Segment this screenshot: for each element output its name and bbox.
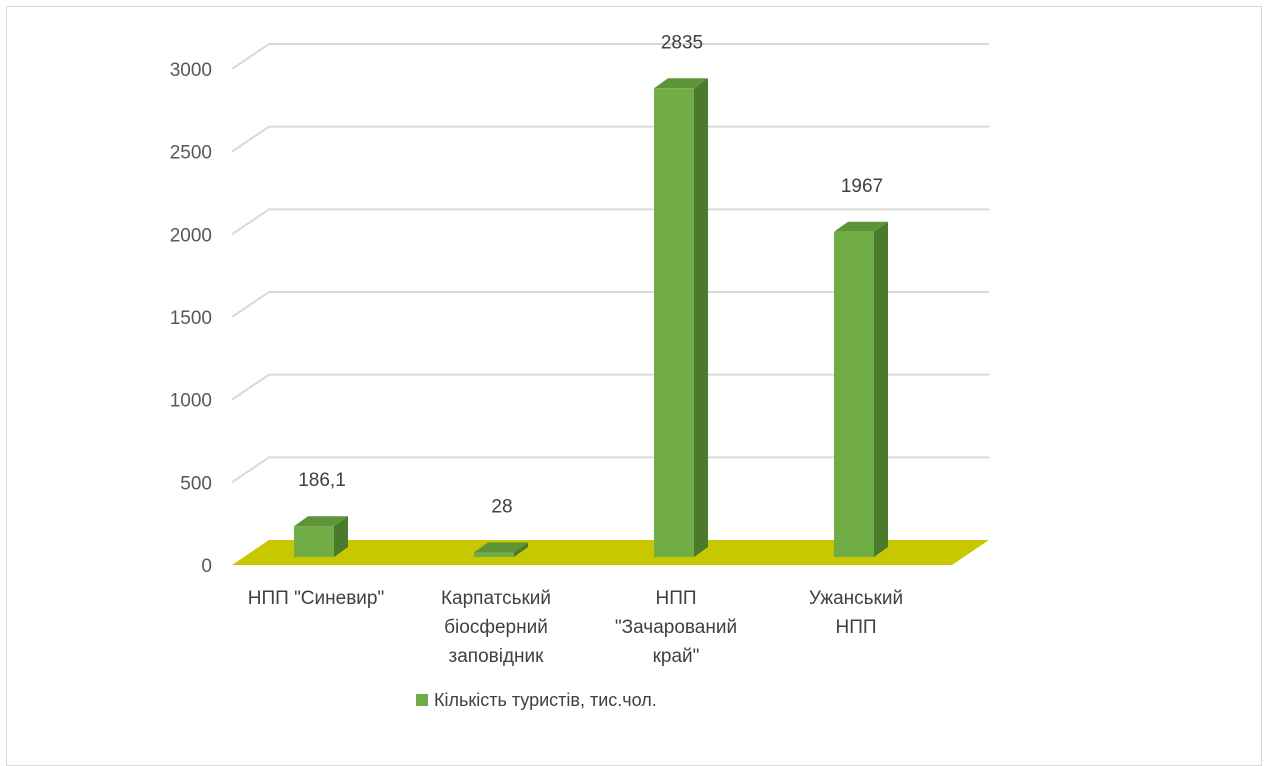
bar-front: [474, 552, 514, 557]
x-category-label: заповідник: [449, 646, 545, 667]
y-tick-label: 1000: [170, 391, 212, 412]
gridline: [231, 373, 989, 401]
bar-front: [834, 231, 874, 557]
data-label: 1967: [841, 176, 883, 197]
bar-top: [294, 516, 348, 527]
bar-side: [874, 221, 888, 557]
gridline: [231, 43, 989, 70]
x-category-label: НПП "Синевир": [248, 588, 384, 609]
chart-floor: [232, 540, 989, 565]
x-category-label: НПП: [655, 588, 696, 609]
y-tick-label: 500: [180, 473, 212, 494]
bar-chart: 0 500 1000 1500 2000 2500 3000 186,1 НПП "Синеви…: [170, 32, 989, 710]
gridline: [231, 125, 989, 153]
bar-front: [654, 88, 694, 557]
bar-side: [514, 542, 528, 557]
bar-side: [694, 78, 708, 557]
chart-frame: [6, 6, 1262, 766]
y-tick-label: 0: [201, 556, 212, 577]
x-category-label: Карпатський: [441, 588, 551, 609]
y-tick-label: 1500: [170, 308, 212, 329]
x-category-label: НПП: [835, 617, 876, 638]
x-category-label: край": [653, 646, 700, 667]
data-label: 28: [491, 496, 512, 517]
x-category-label: Ужанський: [809, 588, 903, 609]
x-category-label: "Зачарований: [615, 617, 737, 638]
legend-label: Кількість туристів, тис.чол.: [434, 690, 657, 710]
x-category-label: біосферний: [444, 617, 548, 638]
gridline: [231, 456, 989, 484]
y-tick-label: 2500: [170, 143, 212, 164]
y-tick-label: 3000: [170, 60, 212, 81]
bar-top: [654, 78, 708, 89]
bar-side: [334, 516, 348, 557]
data-label: 186,1: [298, 470, 346, 491]
bar-top: [474, 542, 528, 553]
y-tick-label: 2000: [170, 225, 212, 246]
data-label: 2835: [661, 32, 703, 53]
gridline: [231, 291, 989, 318]
legend-swatch: [416, 694, 428, 706]
gridline: [231, 208, 989, 236]
bar-top: [834, 221, 888, 232]
bar-front: [294, 526, 334, 557]
